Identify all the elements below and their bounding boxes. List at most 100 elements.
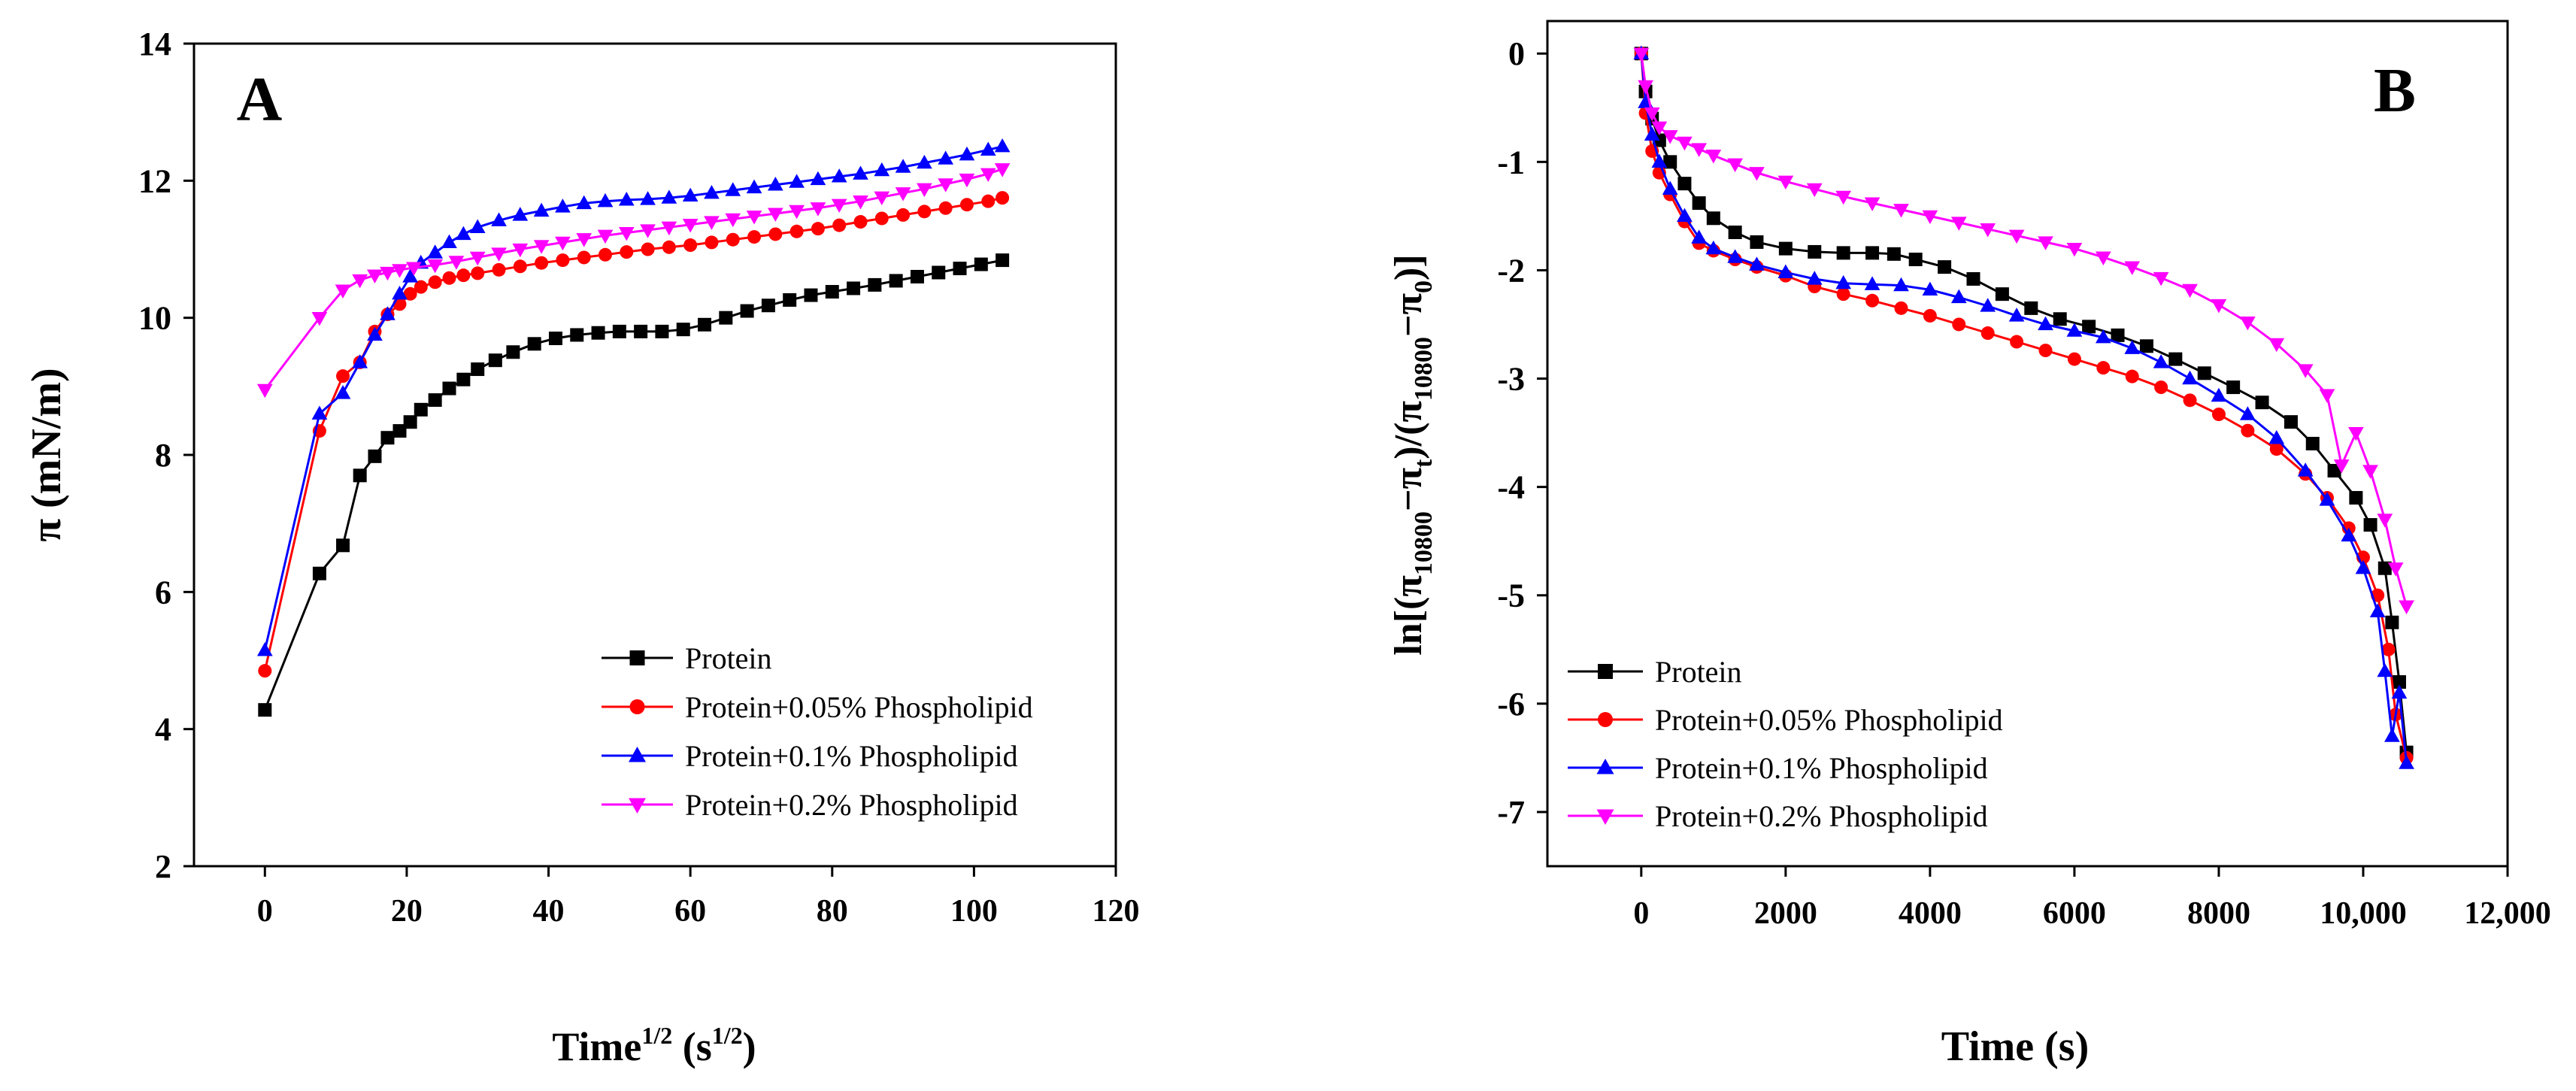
data-point: [2387, 562, 2404, 577]
data-point: [959, 198, 974, 212]
data-point: [917, 154, 932, 169]
data-point: [789, 224, 804, 238]
data-point: [392, 285, 408, 300]
data-point: [1865, 293, 1880, 308]
data-point: [1894, 301, 1908, 315]
data-point: [512, 243, 529, 258]
data-point: [1966, 271, 1980, 286]
data-point: [576, 195, 592, 210]
data-point: [981, 194, 996, 208]
data-point: [1638, 80, 1653, 95]
data-point: [640, 191, 656, 205]
data-point: [2153, 354, 2169, 368]
data-point: [832, 218, 847, 232]
x-tick-label: 60: [674, 894, 706, 929]
data-point: [1662, 130, 1678, 144]
data-point: [768, 227, 783, 241]
data-point: [352, 354, 368, 368]
data-point: [548, 332, 562, 346]
data-point: [612, 324, 626, 338]
x-axis-label: Time (s): [1941, 1023, 2090, 1070]
data-point: [2211, 299, 2227, 314]
data-point: [1806, 183, 1823, 198]
y-tick-label: 2: [155, 848, 171, 885]
data-point: [634, 324, 648, 338]
data-point: [1922, 210, 1938, 225]
data-point: [2369, 603, 2386, 618]
data-point: [917, 183, 932, 198]
data-point: [917, 205, 932, 219]
data-point: [980, 141, 996, 156]
y-tick-label: -1: [1497, 144, 1525, 180]
data-point: [959, 173, 975, 188]
data-point: [618, 192, 635, 206]
x-tick-label: 2000: [1754, 896, 1817, 931]
data-point: [1908, 253, 1923, 267]
data-point: [469, 219, 486, 233]
data-point: [1836, 246, 1850, 260]
data-point: [2095, 251, 2111, 265]
y-axis-label: ln[(π10800−πt)/(π10800−π0)]: [1387, 254, 1438, 655]
data-point: [810, 171, 826, 186]
legend-marker: [1596, 759, 1614, 774]
data-point: [682, 187, 699, 202]
data-point: [804, 288, 818, 302]
data-point: [491, 247, 507, 262]
data-point: [335, 284, 351, 299]
legend-marker: [629, 699, 645, 714]
data-point: [1691, 143, 1707, 157]
y-tick-label: -7: [1497, 794, 1525, 831]
data-point: [2391, 684, 2408, 699]
data-point: [469, 251, 486, 266]
data-point: [676, 323, 690, 337]
data-point: [427, 259, 443, 274]
data-point: [1806, 271, 1823, 285]
data-point: [527, 337, 541, 351]
legend-marker: [629, 747, 646, 762]
data-point: [725, 182, 741, 196]
data-point: [403, 415, 417, 429]
y-tick-label: 4: [155, 711, 171, 748]
x-tick-label: 8000: [2187, 896, 2250, 931]
data-point: [811, 222, 825, 236]
legend-entry: Protein: [1655, 655, 1742, 689]
data-point: [1836, 287, 1850, 302]
legend-marker: [629, 798, 646, 814]
data-point: [1938, 260, 1952, 274]
data-point: [1865, 246, 1880, 260]
data-point: [2082, 320, 2096, 334]
data-point: [661, 221, 677, 236]
data-point: [406, 262, 422, 276]
data-point: [311, 405, 328, 420]
data-point: [1633, 47, 1650, 62]
data-point: [783, 292, 797, 307]
data-point: [874, 211, 889, 226]
data-point: [874, 191, 890, 206]
data-point: [831, 168, 847, 183]
data-point: [1727, 158, 1743, 173]
data-point: [570, 328, 584, 342]
data-point: [853, 195, 868, 210]
y-tick-label: -3: [1497, 361, 1525, 398]
data-point: [889, 274, 903, 288]
data-point: [789, 205, 805, 220]
data-point: [704, 216, 720, 230]
data-point: [1663, 155, 1677, 169]
data-point: [994, 163, 1011, 177]
plot-frame: [1546, 20, 2509, 868]
data-point: [2399, 755, 2414, 769]
data-point: [491, 212, 507, 226]
y-tick-label: 14: [138, 26, 171, 62]
data-point: [2038, 236, 2053, 250]
data-point: [996, 253, 1010, 268]
data-point: [392, 264, 408, 278]
data-point: [1749, 256, 1765, 271]
data-point: [2377, 514, 2393, 528]
data-point: [2197, 366, 2211, 380]
x-tick-label: 12,000: [2464, 896, 2551, 931]
data-point: [2385, 615, 2399, 629]
data-point: [258, 664, 272, 678]
series-protein: [1634, 47, 2414, 759]
data-point: [533, 240, 550, 254]
data-point: [2355, 559, 2371, 574]
